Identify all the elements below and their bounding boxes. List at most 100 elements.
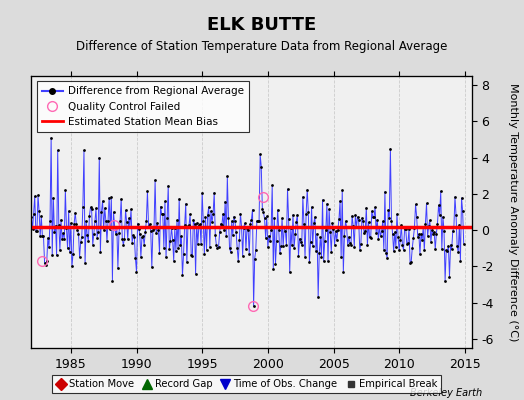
Point <box>80 147 88 154</box>
Point <box>173 217 181 224</box>
Point <box>200 251 209 257</box>
Point <box>161 198 169 205</box>
Point <box>265 233 273 239</box>
Point <box>460 240 468 247</box>
Point <box>51 222 60 229</box>
Point <box>414 231 423 238</box>
Point <box>268 182 276 188</box>
Point <box>86 204 95 210</box>
Point <box>140 242 148 248</box>
Point <box>446 242 455 248</box>
Point <box>142 218 150 224</box>
Point <box>429 230 437 237</box>
Point <box>431 246 440 253</box>
Point <box>243 225 251 231</box>
Point <box>103 238 111 244</box>
Point <box>324 258 332 264</box>
Point <box>119 242 127 248</box>
Point <box>418 236 427 243</box>
Point <box>278 215 286 221</box>
Point <box>117 196 125 202</box>
Point <box>34 192 42 198</box>
Point <box>246 221 255 227</box>
Point <box>416 251 424 257</box>
Point <box>315 250 323 256</box>
Point <box>138 234 146 240</box>
Point <box>340 232 348 239</box>
Point <box>290 244 298 251</box>
Point <box>441 278 449 284</box>
Point <box>381 188 389 195</box>
Point <box>373 216 381 223</box>
Point <box>322 227 330 233</box>
Point <box>363 242 372 248</box>
Point <box>241 220 249 226</box>
Point <box>32 228 41 234</box>
Point <box>395 247 403 253</box>
Point <box>362 204 370 211</box>
Point <box>126 224 134 230</box>
Point <box>111 223 119 230</box>
Point <box>314 294 322 300</box>
Point <box>99 198 107 204</box>
Point <box>63 245 72 252</box>
Point <box>277 243 285 249</box>
Point <box>420 247 429 254</box>
Point <box>405 226 413 232</box>
Point <box>54 222 63 228</box>
Point <box>342 224 351 230</box>
Point <box>249 303 258 310</box>
Point <box>198 190 206 196</box>
Point <box>458 208 467 214</box>
Point <box>264 244 272 250</box>
Point <box>365 234 374 240</box>
Point <box>341 218 350 224</box>
Point <box>274 207 282 213</box>
Point <box>435 212 444 218</box>
Point <box>113 223 121 230</box>
Point <box>205 244 214 250</box>
Point <box>196 221 204 228</box>
Point <box>83 232 92 239</box>
Point <box>234 258 243 264</box>
Point <box>147 227 155 234</box>
Point <box>247 217 256 223</box>
Point <box>201 214 210 220</box>
Point <box>336 198 344 204</box>
Point <box>100 226 108 233</box>
Point <box>107 194 115 200</box>
Point <box>300 221 308 227</box>
Point <box>413 234 422 240</box>
Point <box>62 224 71 231</box>
Point <box>432 230 441 237</box>
Point <box>235 237 244 243</box>
Point <box>219 211 227 217</box>
Point <box>345 234 353 240</box>
Text: ELK BUTTE: ELK BUTTE <box>208 16 316 34</box>
Point <box>199 218 208 224</box>
Point <box>42 258 51 264</box>
Point <box>356 246 364 253</box>
Point <box>224 215 233 222</box>
Point <box>163 214 171 221</box>
Point <box>188 253 196 260</box>
Point <box>407 259 416 265</box>
Point <box>50 228 59 235</box>
Point <box>237 224 246 230</box>
Point <box>187 252 195 258</box>
Point <box>394 233 402 240</box>
Point <box>60 236 69 242</box>
Point <box>423 233 432 239</box>
Point <box>304 208 312 215</box>
Point <box>308 204 316 210</box>
Point <box>384 207 392 214</box>
Point <box>183 259 191 265</box>
Point <box>41 262 50 268</box>
Point <box>85 212 94 219</box>
Point <box>75 254 84 260</box>
Point <box>71 210 80 216</box>
Point <box>302 211 310 217</box>
Point <box>445 273 454 280</box>
Point <box>250 256 259 262</box>
Point <box>434 202 443 208</box>
